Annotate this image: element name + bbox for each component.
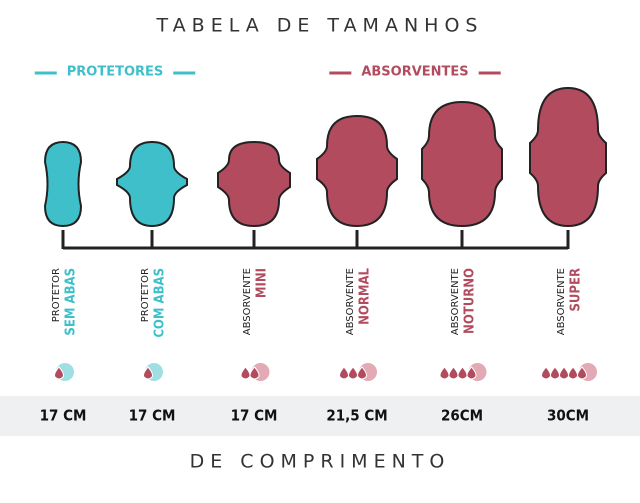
drop [448,366,459,380]
length: 26CM [441,407,483,425]
item-label: ABSORVENTE MINI [242,268,270,335]
pad [217,140,291,228]
item-label: PROTETOR SEM ABAS [51,268,79,336]
length: 21,5 CM [326,407,387,425]
item-name: NOTURNO [463,268,478,334]
item-type: PROTETOR [51,268,62,322]
group-label: PROTETORES [67,65,164,80]
pad [43,140,83,228]
item-type: ABSORVENTE [242,268,253,335]
item-label: ABSORVENTE NORMAL [345,267,373,335]
pad [316,114,398,228]
drop [240,366,251,380]
drop [357,366,367,380]
length: 17 CM [129,407,176,425]
drop [457,366,468,380]
drop [577,366,587,380]
length: 17 CM [40,407,87,425]
item-type: ABSORVENTE [556,268,567,335]
item-name: NORMAL [358,267,373,324]
item-label: ABSORVENTE NOTURNO [450,268,478,335]
pad [529,86,607,228]
item-name: SEM ABAS [64,268,79,336]
group-label: ABSORVENTES [361,65,468,80]
drop [54,366,64,380]
item-type: ABSORVENTE [345,268,356,335]
drop [466,366,477,380]
length-band [0,396,640,436]
item-type: PROTETOR [140,268,151,322]
drop [541,366,551,380]
drop [550,366,560,380]
length: 17 CM [231,407,278,425]
footer: DE COMPRIMENTO [190,451,451,473]
item-name: SUPER [569,268,584,312]
drop [568,366,578,380]
item-type: ABSORVENTE [450,268,461,335]
drop [559,366,569,380]
item-name: MINI [255,268,270,298]
drop [249,366,260,380]
pad [116,140,188,228]
drop [439,366,450,380]
title: TABELA DE TAMANHOS [156,15,484,37]
pad [421,100,503,228]
length: 30CM [547,407,589,425]
drop [143,366,153,380]
item-label: ABSORVENTE SUPER [556,268,584,335]
item-label: PROTETOR COM ABAS [140,268,168,338]
drop [339,366,349,380]
item-name: COM ABAS [153,268,168,338]
drop [348,366,358,380]
